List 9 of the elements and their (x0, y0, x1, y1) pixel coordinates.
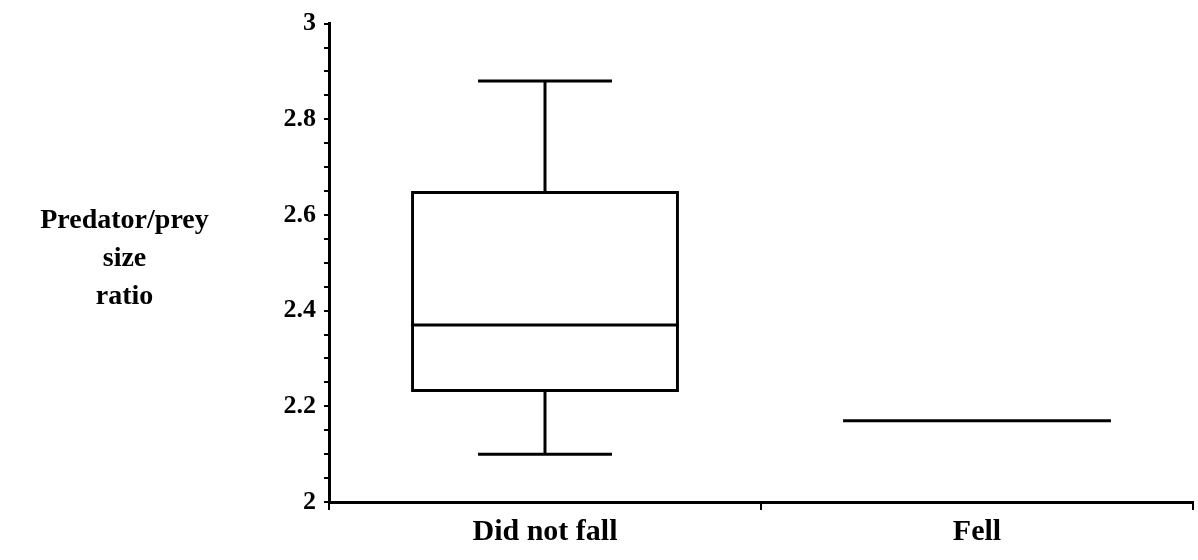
y-axis-title: Predator/prey size ratio (39, 202, 210, 312)
x-tick-label: Fell (952, 512, 1002, 546)
y-tick-label: 2 (303, 485, 316, 515)
y-tick-label: 2.8 (283, 103, 316, 132)
y-tick-label: 2.4 (283, 294, 316, 324)
y-tick-label: 2.2 (283, 390, 316, 420)
x-tick-label: Did not fall (472, 512, 618, 546)
y-tick-label: 3 (303, 7, 316, 37)
y-tick-label: 2.6 (283, 198, 316, 228)
